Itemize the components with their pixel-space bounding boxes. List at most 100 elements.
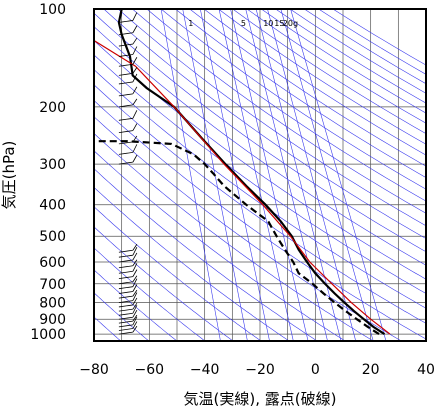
dry-adiabat-line xyxy=(94,133,374,341)
dry-adiabat-line xyxy=(94,168,318,341)
wind-barb-shaft xyxy=(118,270,133,274)
wind-barb-flag xyxy=(132,123,138,131)
wind-barb-shaft xyxy=(118,93,133,97)
wind-barb xyxy=(118,316,138,328)
wind-barb xyxy=(118,67,138,76)
wind-barb-flag xyxy=(132,325,138,333)
wind-barb-flag xyxy=(132,247,138,256)
mixing-ratio-line xyxy=(290,9,387,341)
wind-barb-shaft xyxy=(118,72,133,76)
wind-barb xyxy=(118,144,138,155)
y-tick-label: 100 xyxy=(39,2,66,18)
wind-barb-shaft xyxy=(118,43,133,47)
wind-barb-shaft xyxy=(118,265,133,269)
y-tick-label: 800 xyxy=(39,296,66,312)
x-tick-label: −40 xyxy=(190,362,220,378)
wind-barb xyxy=(118,46,138,57)
wind-barb-flag xyxy=(132,305,138,314)
wind-barb-flag xyxy=(132,297,138,306)
dry-adiabat-line xyxy=(94,316,121,341)
wind-barb xyxy=(118,135,138,145)
mixing-ratio-lines xyxy=(160,9,387,341)
wind-barb xyxy=(118,284,138,294)
wind-barb xyxy=(118,86,138,97)
wind-barb xyxy=(118,73,138,85)
wind-barb-flag xyxy=(132,154,138,163)
wind-barb-shaft xyxy=(118,304,133,308)
dry-adiabat-line xyxy=(175,9,426,178)
y-axis-title: 気圧(hPa) xyxy=(0,141,18,210)
wind-barb-shaft xyxy=(118,316,133,320)
wind-barb xyxy=(118,310,138,320)
wind-barb-shaft xyxy=(118,320,133,324)
wind-barb xyxy=(118,37,138,47)
dry-adiabat-line xyxy=(94,40,426,280)
mixing-ratio-label: 5 xyxy=(241,19,246,28)
mixing-ratio-line xyxy=(280,9,374,341)
wind-barb xyxy=(118,98,138,108)
dry-adiabat-line xyxy=(94,186,290,341)
grid-layer xyxy=(93,8,427,341)
wind-barb-flag xyxy=(132,98,138,106)
wind-barb-flag xyxy=(132,310,138,318)
dry-adiabat-line xyxy=(94,150,346,341)
wind-barb-flag xyxy=(132,314,138,322)
wind-barb-flag xyxy=(132,259,138,266)
dry-adiabat-line xyxy=(103,9,426,239)
wind-barb xyxy=(118,302,138,312)
wind-barb-flag xyxy=(132,289,138,297)
wind-barb-flag xyxy=(132,302,138,310)
wind-barb-shaft xyxy=(118,281,133,285)
wind-barb xyxy=(118,12,138,23)
wind-barb-shaft xyxy=(118,32,133,36)
wind-barb xyxy=(118,244,138,253)
y-tick-label: 400 xyxy=(39,198,66,214)
y-tick-label: 300 xyxy=(39,157,66,173)
wind-barb-flag xyxy=(132,135,138,143)
wind-barb-shaft xyxy=(118,104,133,108)
wind-barb-shaft xyxy=(118,259,133,263)
wind-barb-flag xyxy=(132,73,138,83)
mixing-ratio-line xyxy=(218,9,294,341)
wind-barbs xyxy=(118,9,138,335)
wind-barb xyxy=(118,123,138,134)
x-tick-label: 20 xyxy=(362,362,380,378)
wind-barb-shaft xyxy=(118,291,133,294)
dry-adiabat-line xyxy=(94,12,426,253)
plot-frame xyxy=(93,8,427,342)
wind-barb-flag xyxy=(132,46,138,55)
wind-barb xyxy=(118,154,138,165)
wind-barb-flag xyxy=(132,67,138,74)
dry-adiabat-line xyxy=(94,54,426,294)
y-tick-label: 200 xyxy=(39,100,66,116)
x-tick-label: −20 xyxy=(245,362,275,378)
x-tick-labels: −80 −60 −40 −20 0 20 40 xyxy=(79,362,435,378)
wind-barb xyxy=(118,9,122,10)
wind-barb-flag xyxy=(132,86,138,95)
wind-barb-flag xyxy=(132,110,138,119)
wind-barb-flag xyxy=(132,252,138,261)
wind-barb-shaft xyxy=(118,286,133,290)
dry-adiabat-line xyxy=(146,9,426,202)
x-tick-label: −80 xyxy=(79,362,109,378)
wind-barb-flag xyxy=(132,144,138,153)
dry-adiabat-line xyxy=(275,9,426,104)
mixing-ratio-line xyxy=(267,9,357,341)
wind-barb-flag xyxy=(132,321,138,329)
wind-barb xyxy=(118,289,138,299)
wind-barb xyxy=(118,278,138,290)
wind-barb-flag xyxy=(132,275,138,282)
dry-adiabat-line xyxy=(94,84,426,324)
wind-barb xyxy=(118,247,138,258)
mixing-ratio-label: 20g xyxy=(283,19,298,28)
wind-barb xyxy=(118,314,138,324)
wind-barb xyxy=(118,263,138,274)
wind-barb-flag xyxy=(132,269,138,277)
y-tick-label: 500 xyxy=(39,229,66,245)
wind-barb-shaft xyxy=(118,117,133,121)
dry-adiabat-line xyxy=(94,69,426,309)
wind-barb-shaft xyxy=(118,249,133,253)
y-tick-label: 900 xyxy=(39,312,66,328)
wind-barb-flag xyxy=(132,284,138,292)
